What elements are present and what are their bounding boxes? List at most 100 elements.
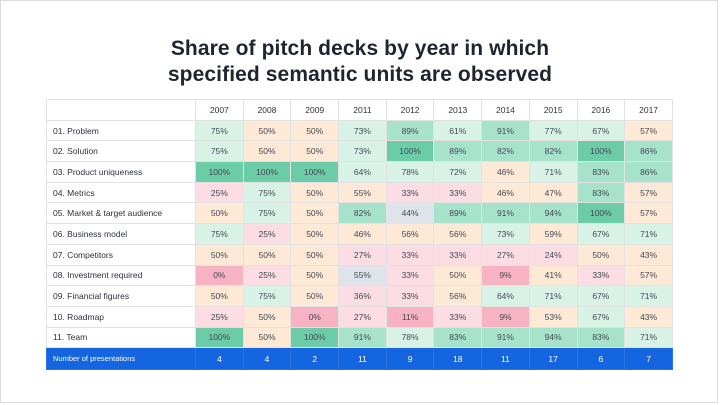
year-header: 2012 (385, 99, 435, 121)
year-header: 2011 (338, 99, 387, 121)
heatmap-cell: 100% (290, 326, 340, 349)
heatmap-row: 03. Product uniqueness 100% 100% 100% 64% 78%… (46, 161, 673, 183)
heatmap-cell: 44% (385, 202, 435, 225)
year-header: 2016 (576, 99, 626, 121)
heatmap-cell: 67% (576, 285, 626, 307)
heatmap-cell: 33% (433, 305, 483, 328)
heatmap-cell: 61% (433, 119, 483, 142)
heatmap-cell: 50% (195, 243, 244, 266)
heatmap-cell: 100% (195, 161, 244, 183)
row-label: 01. Problem (46, 119, 196, 142)
heatmap-cell: 27% (338, 305, 387, 328)
heatmap-cell: 46% (338, 223, 387, 245)
heatmap-cell: 71% (528, 285, 578, 307)
year-header: 2013 (433, 99, 483, 121)
heatmap-cell: 50% (195, 202, 244, 225)
heatmap-cell: 36% (338, 285, 387, 307)
heatmap-cell: 50% (576, 243, 626, 266)
heatmap-cell: 50% (290, 223, 340, 245)
heatmap-cell: 33% (385, 264, 435, 287)
heatmap-cell: 83% (576, 181, 626, 204)
heatmap-cell: 43% (624, 243, 673, 266)
heatmap-cell: 56% (385, 223, 435, 245)
heatmap-cell: 73% (338, 119, 387, 142)
presentation-count-cell: 2 (290, 347, 340, 371)
heatmap-row: 02. Solution 75% 50% 50% 73% 100% 89% 82% 82% 100… (46, 140, 673, 163)
presentation-count-cell: 4 (195, 347, 244, 371)
heatmap-cell: 50% (290, 140, 340, 163)
heatmap-cell: 86% (624, 140, 673, 163)
heatmap-cell: 33% (433, 243, 483, 266)
heatmap-cell: 86% (624, 161, 673, 183)
year-header: 2007 (195, 99, 244, 121)
presentation-count-cell: 11 (481, 347, 530, 371)
row-label: 10. Roadmap (46, 305, 196, 328)
heatmap-cell: 46% (481, 181, 530, 204)
heatmap-cell: 27% (338, 243, 387, 266)
heatmap-cell: 59% (528, 223, 578, 245)
heatmap-row: 09. Financial figures 50% 75% 50% 36% 33% 56% 6… (46, 285, 673, 307)
heatmap-cell: 43% (624, 305, 673, 328)
heatmap-cell: 83% (433, 326, 483, 349)
heatmap-cell: 53% (528, 305, 578, 328)
heatmap-cell: 82% (528, 140, 578, 163)
heatmap-cell: 50% (290, 264, 340, 287)
heatmap-cell: 89% (433, 140, 483, 163)
heatmap-cell: 11% (385, 305, 435, 328)
heatmap-cell: 75% (195, 140, 244, 163)
heatmap-cell: 75% (242, 181, 292, 204)
heatmap-cell: 91% (481, 119, 530, 142)
heatmap-cell: 78% (385, 326, 435, 349)
heatmap-cell: 67% (576, 305, 626, 328)
footer-row: Number of presentations 4 4 2 11 9 18 11 17 6 7 (46, 347, 673, 371)
heatmap-cell: 25% (242, 264, 292, 287)
row-label: 02. Solution (46, 140, 196, 163)
heatmap-cell: 89% (433, 202, 483, 225)
heatmap-cell: 50% (242, 305, 292, 328)
heatmap-cell: 73% (338, 140, 387, 163)
heatmap-cell: 47% (528, 181, 578, 204)
year-header: 2008 (242, 99, 292, 121)
heatmap-cell: 50% (433, 264, 483, 287)
year-header: 2014 (481, 99, 530, 121)
row-label: 08. Investment required (46, 264, 196, 287)
heatmap-cell: 0% (290, 305, 340, 328)
heatmap-row: 11. Team 100% 50% 100% 91% 78% 83% 91% 94% 83% 71% (46, 326, 673, 349)
heatmap-cell: 50% (242, 140, 292, 163)
heatmap-cell: 57% (624, 202, 673, 225)
heatmap-cell: 71% (624, 285, 673, 307)
heatmap-cell: 56% (433, 223, 483, 245)
heatmap-cell: 55% (338, 181, 387, 204)
presentation-count-cell: 17 (528, 347, 578, 371)
heatmap-cell: 25% (195, 181, 244, 204)
footer-label: Number of presentations (46, 347, 196, 371)
heatmap-cell: 67% (576, 223, 626, 245)
heatmap-cell: 94% (528, 326, 578, 349)
heatmap-cell: 100% (290, 161, 340, 183)
heatmap-cell: 75% (195, 223, 244, 245)
heatmap-row: 01. Problem 75% 50% 50% 73% 89% 61% 91% 77% 67% 57… (46, 119, 673, 142)
heatmap-cell: 0% (195, 264, 244, 287)
row-label: 04. Metrics (46, 181, 196, 204)
heatmap-cell: 72% (433, 161, 483, 183)
heatmap-cell: 33% (385, 285, 435, 307)
heatmap-cell: 50% (242, 119, 292, 142)
heatmap-cell: 75% (242, 202, 292, 225)
heatmap-cell: 100% (195, 326, 244, 349)
heatmap-cell: 100% (576, 202, 626, 225)
heatmap-cell: 78% (385, 161, 435, 183)
heatmap-row: 04. Metrics 25% 75% 50% 55% 33% 33% 46% 47% 83% 57… (46, 181, 673, 204)
row-label: 11. Team (46, 326, 196, 349)
heatmap-row: 10. Roadmap 25% 50% 0% 27% 11% 33% 9% 53% 67% 43% (46, 305, 673, 328)
year-header: 2015 (528, 99, 578, 121)
heatmap-cell: 50% (242, 326, 292, 349)
heatmap-row: 06. Business model 75% 25% 50% 46% 56% 56% 73% 5… (46, 223, 673, 245)
heatmap-cell: 71% (624, 326, 673, 349)
heatmap-cell: 57% (624, 181, 673, 204)
heatmap-cell: 33% (576, 264, 626, 287)
year-header: 2017 (624, 99, 673, 121)
presentation-count-cell: 18 (433, 347, 483, 371)
heatmap-cell: 55% (338, 264, 387, 287)
heatmap-cell: 50% (242, 243, 292, 266)
